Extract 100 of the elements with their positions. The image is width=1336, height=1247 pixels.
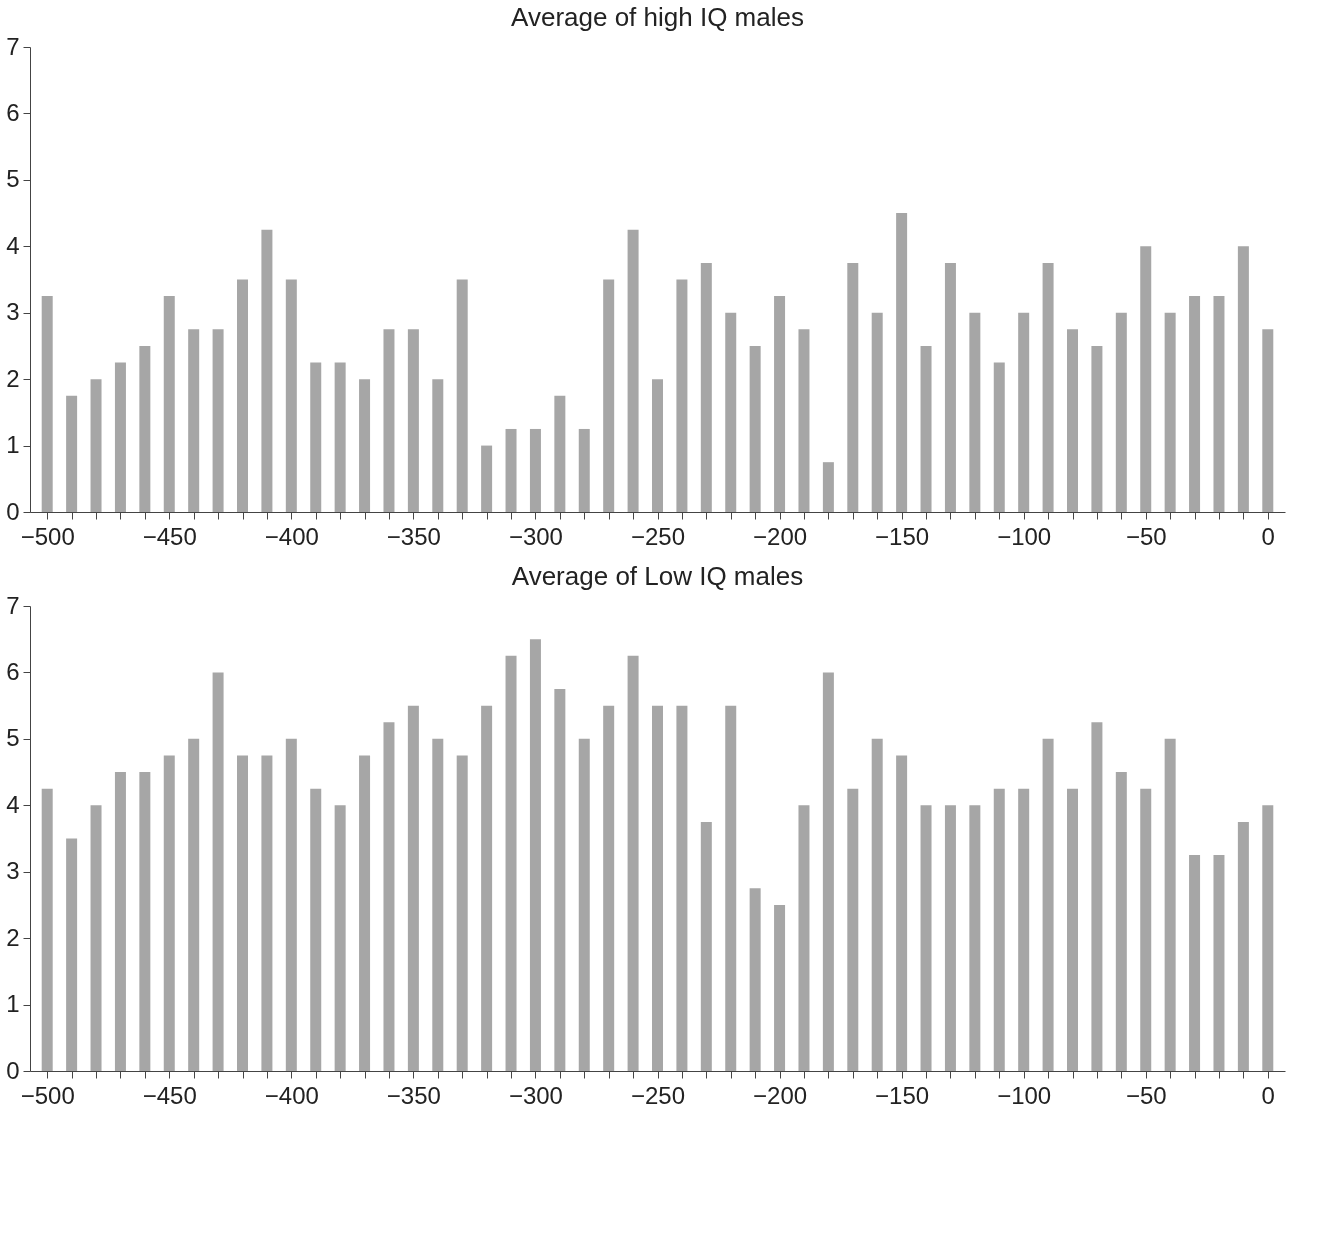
- x-tick-label: −100: [997, 522, 1052, 550]
- bar: [1189, 296, 1201, 512]
- bar: [383, 722, 395, 1071]
- bar: [822, 672, 834, 1071]
- bar: [725, 705, 737, 1071]
- bar: [1115, 772, 1127, 1071]
- bar: [66, 838, 78, 1071]
- bar: [969, 312, 981, 512]
- bar: [529, 428, 541, 512]
- x-tick-label: −350: [386, 522, 441, 550]
- y-tick-label: 2: [6, 364, 20, 392]
- bar: [1262, 329, 1274, 512]
- bar: [188, 738, 200, 1071]
- bar: [578, 428, 590, 512]
- x-tick-label: −450: [142, 1081, 197, 1109]
- bar: [359, 755, 371, 1071]
- bar: [114, 772, 126, 1071]
- bar: [1042, 262, 1054, 512]
- bar: [627, 229, 639, 512]
- bar: [1237, 821, 1249, 1071]
- bar: [432, 738, 444, 1071]
- bar: [700, 821, 712, 1071]
- bar: [871, 312, 883, 512]
- bar: [41, 788, 53, 1071]
- bar: [1115, 312, 1127, 512]
- x-tick-label: −400: [264, 522, 319, 550]
- bar: [505, 428, 517, 512]
- bar: [871, 738, 883, 1071]
- bar: [163, 755, 175, 1071]
- bar: [725, 312, 737, 512]
- chart-title: Average of high IQ males: [511, 2, 804, 32]
- bar: [920, 805, 932, 1071]
- y-tick-label: 2: [6, 923, 20, 951]
- bar: [237, 755, 248, 1071]
- chart-title: Average of Low IQ males: [511, 561, 804, 591]
- bar: [188, 329, 200, 512]
- y-tick-label: 0: [6, 1056, 20, 1084]
- bar: [529, 639, 541, 1071]
- bar: [749, 888, 761, 1071]
- bar: [944, 262, 956, 512]
- bar: [456, 755, 468, 1071]
- bar: [456, 279, 468, 512]
- bar: [1164, 312, 1176, 512]
- bar: [407, 705, 419, 1071]
- bar: [41, 296, 53, 512]
- bar: [603, 705, 615, 1071]
- bar: [700, 262, 712, 512]
- y-tick-label: 6: [6, 657, 20, 685]
- x-tick-label: −200: [753, 522, 808, 550]
- x-tick-label: −250: [630, 522, 686, 550]
- y-tick-label: 1: [6, 431, 20, 459]
- y-tick-label: 4: [6, 790, 20, 818]
- bar: [1091, 345, 1103, 512]
- bar: [66, 395, 78, 512]
- bar: [1067, 788, 1078, 1071]
- bar: [676, 705, 688, 1071]
- x-tick-label: −50: [1125, 522, 1167, 550]
- bar: [944, 805, 956, 1071]
- bar: [1067, 329, 1078, 512]
- bar: [212, 672, 224, 1071]
- bar: [896, 755, 908, 1071]
- bar: [627, 655, 639, 1071]
- y-tick-label: 7: [6, 591, 20, 619]
- bar: [310, 362, 322, 512]
- bar: [261, 229, 273, 512]
- y-tick-label: 3: [6, 298, 20, 326]
- bar: [212, 329, 224, 512]
- bar: [774, 296, 786, 512]
- bar: [261, 755, 273, 1071]
- bar: [139, 772, 151, 1071]
- bar: [676, 279, 688, 512]
- x-tick-label: −450: [142, 522, 197, 550]
- bar: [822, 462, 834, 512]
- y-tick-label: 1: [6, 990, 20, 1018]
- bar: [749, 345, 761, 512]
- bar: [285, 738, 297, 1071]
- bar: [920, 345, 932, 512]
- bar: [1140, 246, 1152, 512]
- bar: [1018, 312, 1030, 512]
- x-tick-label: −150: [875, 522, 930, 550]
- x-tick-label: −400: [264, 1081, 319, 1109]
- bar: [798, 805, 810, 1071]
- bar: [1164, 738, 1176, 1071]
- bar: [481, 705, 493, 1071]
- y-tick-label: 5: [6, 165, 20, 193]
- bar: [578, 738, 590, 1071]
- y-tick-label: 4: [6, 231, 20, 259]
- y-tick-label: 3: [6, 857, 20, 885]
- bar: [652, 379, 663, 512]
- y-tick-label: 5: [6, 724, 20, 752]
- x-tick-label: −350: [386, 1081, 441, 1109]
- bar: [847, 262, 859, 512]
- bar: [652, 705, 663, 1071]
- x-tick-label: −300: [508, 1081, 563, 1109]
- bar: [554, 395, 566, 512]
- bar: [481, 445, 493, 512]
- x-tick-label: −100: [997, 1081, 1052, 1109]
- bar: [993, 362, 1005, 512]
- bar: [1091, 722, 1103, 1071]
- y-tick-label: 7: [6, 32, 20, 60]
